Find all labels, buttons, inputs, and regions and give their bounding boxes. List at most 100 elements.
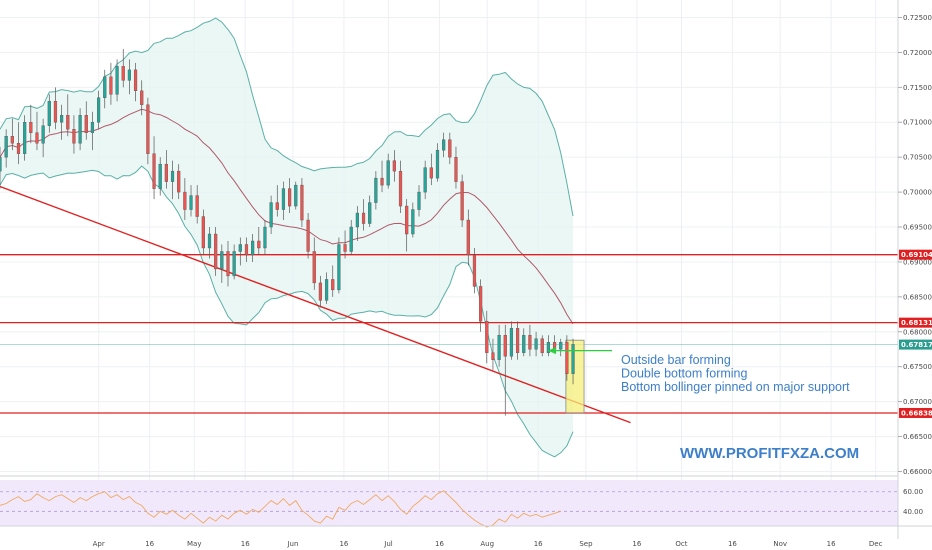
price-tick-label: 0.72500 (903, 14, 932, 22)
candle-body (220, 251, 224, 270)
candle-body (361, 212, 366, 224)
price-label: 0.68131 (901, 319, 932, 327)
price-label-box (899, 407, 932, 418)
time-tick-label: 16 (728, 540, 737, 548)
candle-body (96, 97, 101, 123)
candle-body (460, 181, 464, 221)
candle-body (417, 191, 421, 210)
time-tick-label: Aug (480, 540, 494, 548)
time-tick-label: 16 (435, 540, 444, 548)
time-tick-label: Jun (286, 540, 298, 548)
candle-body (177, 170, 181, 193)
time-tick-label: 16 (339, 540, 348, 548)
price-tick-label: 0.68500 (903, 293, 932, 301)
candle-body (281, 188, 286, 210)
candle-body (392, 160, 396, 172)
candle-body (226, 251, 230, 277)
candle-body (60, 115, 64, 123)
price-tick-label: 0.66000 (903, 468, 932, 476)
price-tick-label: 0.71500 (903, 84, 932, 92)
candle-body (195, 195, 199, 217)
time-tick-label: 16 (632, 540, 641, 548)
candle-body (380, 177, 384, 186)
price-label: 0.67817 (901, 341, 932, 349)
price-label-box (899, 249, 932, 260)
candle-body (300, 184, 304, 221)
highlight-box (565, 339, 585, 414)
candle-body (503, 335, 507, 357)
candle-body (374, 177, 378, 203)
annotation-text: Double bottom forming (621, 367, 748, 381)
candle-body (509, 328, 514, 357)
candle-body (442, 139, 446, 151)
candle-body (466, 219, 470, 256)
candle-body (127, 69, 131, 81)
candle-body (349, 226, 353, 252)
annotation-arrow-head (548, 347, 556, 355)
candle-body (16, 142, 21, 154)
candle-body (318, 282, 323, 301)
candle-body (251, 240, 255, 256)
price-tick-label: 0.72000 (903, 49, 932, 57)
time-tick-label: 16 (534, 540, 543, 548)
price-tick-label: 0.70000 (903, 189, 932, 197)
price-tick-label: 0.69500 (903, 224, 932, 232)
time-tick-label: Nov (773, 540, 787, 548)
candle-body (448, 139, 452, 158)
candle-body (294, 184, 298, 207)
candle-body (103, 76, 107, 98)
candle-body (121, 66, 125, 81)
candle-body (207, 233, 212, 249)
candle-body (275, 202, 279, 210)
candle-body (398, 170, 403, 207)
price-tick-label: 0.67000 (903, 398, 932, 406)
time-tick-label: Dec (869, 540, 883, 548)
price-tick-label: 0.69000 (903, 258, 932, 266)
candle-body (435, 149, 440, 179)
brand-watermark: WWW.PROFITFXZA.COM (680, 445, 859, 462)
candle-body (263, 226, 267, 249)
candle-body (10, 136, 14, 144)
candle-body (189, 195, 193, 210)
time-tick-label: Jul (383, 540, 393, 548)
candle-body (497, 335, 501, 360)
candle-body (331, 279, 335, 291)
candle-body (29, 122, 33, 133)
candle-body (491, 352, 495, 360)
candle-body (41, 125, 45, 144)
candle-body (479, 286, 483, 322)
price-tick-label: 0.71000 (903, 119, 932, 127)
candle-body (201, 216, 205, 249)
candle-body (84, 115, 88, 133)
time-tick-label: Oct (675, 540, 687, 548)
trendline (0, 185, 631, 424)
candle-body (355, 212, 359, 228)
candle-body (429, 167, 433, 179)
candle-body (47, 101, 51, 126)
candle-body (423, 167, 427, 193)
price-label-box (899, 339, 932, 350)
time-tick-label: Sep (579, 540, 593, 548)
candle-body (232, 251, 236, 277)
candle-body (540, 338, 544, 353)
time-tick-label: 16 (145, 540, 154, 548)
candle-body (109, 76, 113, 95)
candle-body (53, 101, 58, 123)
price-tick-label: 0.70500 (903, 154, 932, 162)
candle-body (528, 335, 532, 350)
candle-body (140, 90, 144, 105)
time-tick-label: 16 (241, 540, 250, 548)
candle-body (368, 202, 372, 224)
candle-body (66, 115, 70, 130)
candle-body (343, 244, 347, 252)
candle-body (146, 104, 150, 154)
candle-body (72, 129, 76, 144)
candle-body (244, 244, 249, 256)
candle-body (288, 188, 292, 207)
candle-body (534, 338, 538, 350)
candle-body (35, 132, 39, 144)
candle-body (183, 191, 187, 210)
candle-body (133, 69, 138, 92)
oscillator-tick-label: 60.00 (903, 488, 923, 496)
